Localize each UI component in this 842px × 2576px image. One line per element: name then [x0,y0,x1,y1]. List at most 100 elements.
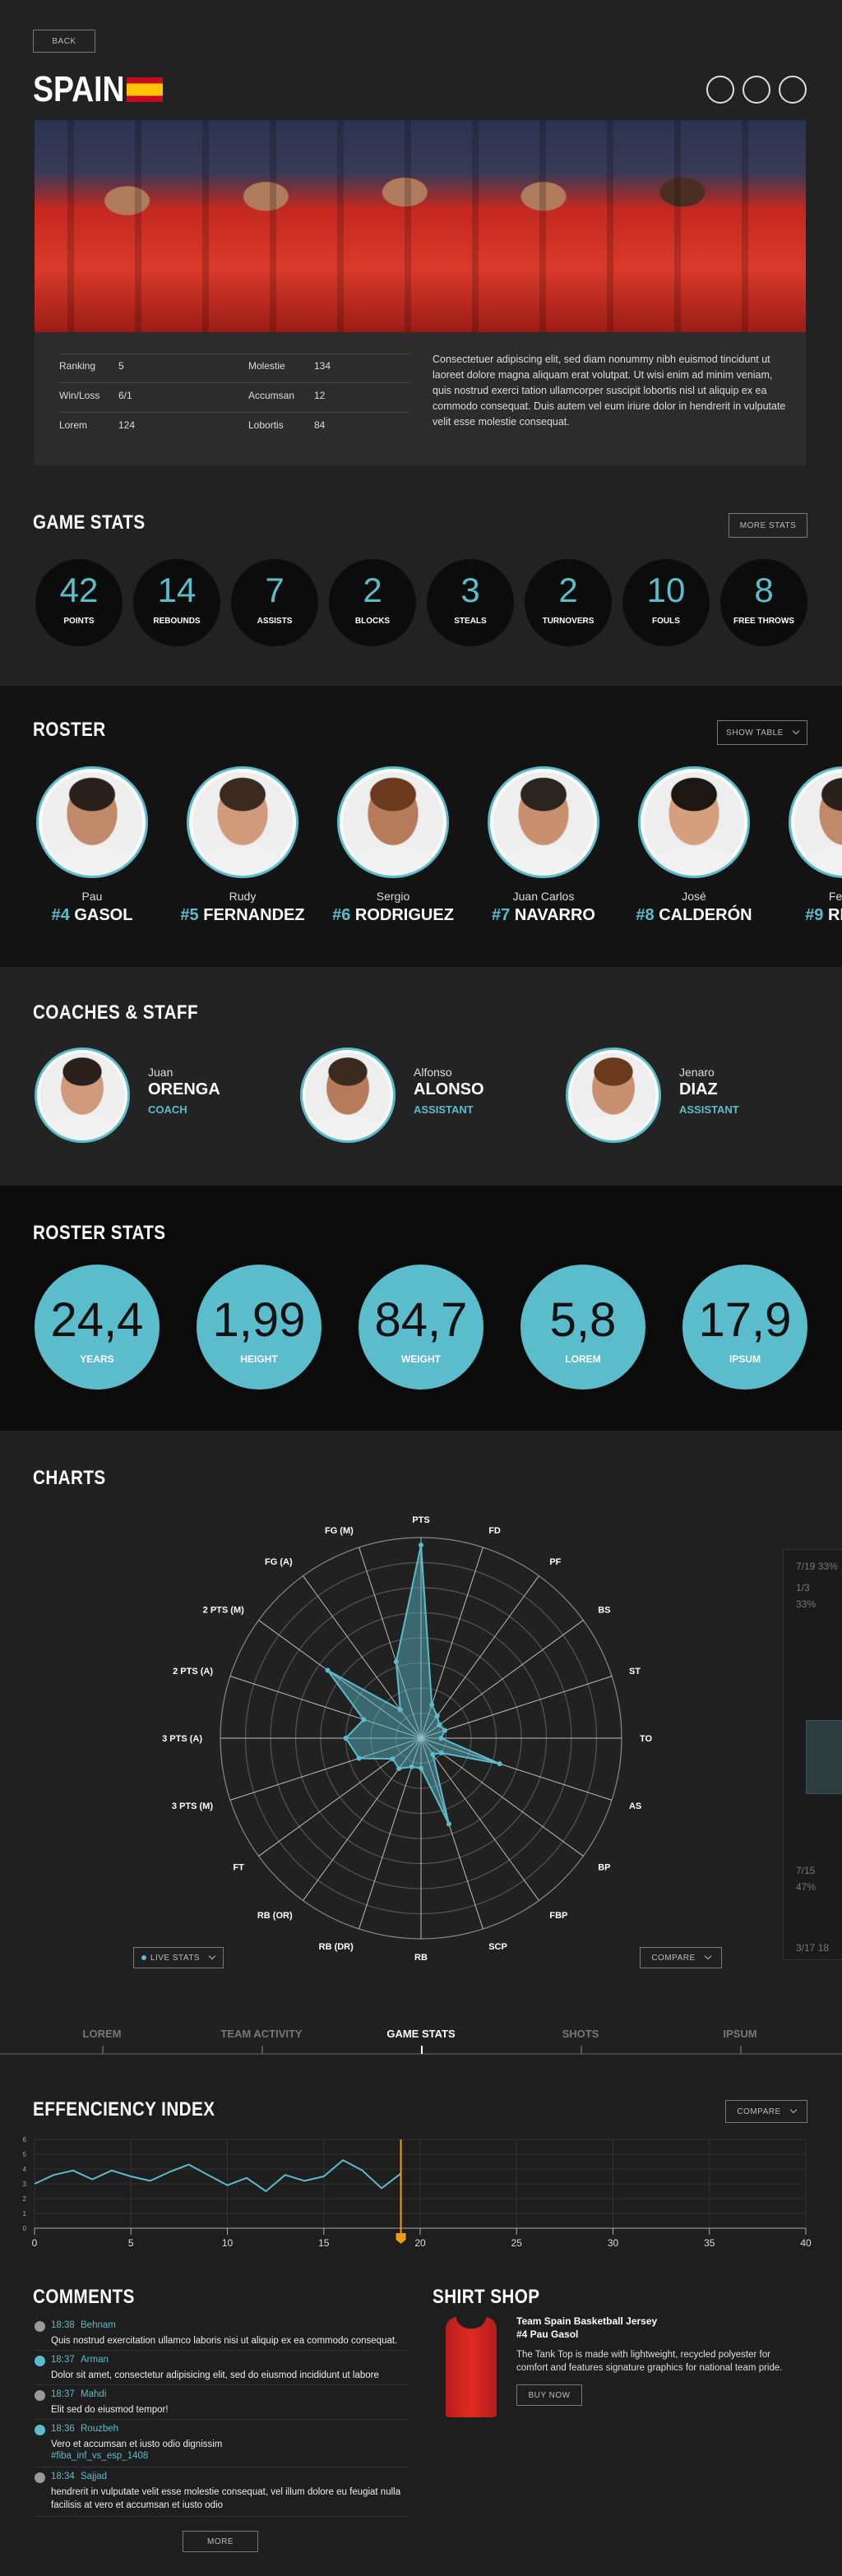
stat-label: ASSISTS [257,617,293,626]
info-label: Lobortis [248,419,284,431]
info-text: Consectetuer adipiscing elit, sed diam n… [433,354,786,428]
axis-label: BS [598,1606,610,1616]
spoke [303,1737,422,1901]
team-title: SPAIN [33,69,125,109]
portrait [36,766,148,878]
stat-label: FREE THROWS [733,617,794,626]
portrait [300,1048,396,1143]
spoke [229,1676,422,1739]
axis-label: 2 PTS (M) [203,1606,244,1616]
spoke [420,1737,613,1801]
player-name-row: #9 REYES [762,906,842,925]
comment-time: 18:37 [51,2355,75,2365]
tab[interactable]: SHOTS [562,2028,599,2040]
info-value: 134 [314,360,331,372]
player-last-name: NAVARRO [514,906,595,924]
info-divider [59,412,409,413]
tab[interactable]: IPSUM [723,2028,757,2040]
show-table-button[interactable]: SHOW TABLE [717,720,807,745]
roster-stat-circle [359,1265,483,1390]
product-description: The Tank Top is made with lightweight, r… [516,2350,783,2373]
comment-time: 18:34 [51,2472,75,2481]
spoke [420,1737,539,1901]
radar-point [343,1736,349,1741]
axis-label: FG (M) [325,1526,354,1536]
comment-text: Vero et accumsan et iusto odio dignissim [51,2440,223,2449]
tab[interactable]: LOREM [82,2028,122,2040]
coach-last-name: DIAZ [679,1080,718,1098]
y-tick-label: 2 [23,2195,27,2203]
social-facebook[interactable] [706,76,734,104]
comment-author: Arman [81,2355,109,2365]
stat-value: 3 [460,571,480,609]
social-twitter[interactable] [743,76,770,104]
section-heading: GAME STATS [33,511,146,534]
radar-point [396,1766,402,1772]
portrait [35,1048,130,1143]
roster-stat-label: IPSUM [729,1353,761,1365]
buy-button[interactable]: BUY NOW [516,2384,582,2406]
spoke [420,1620,584,1739]
roster-stat-circle [197,1265,322,1390]
compare-button[interactable]: COMPARE [640,1947,722,1968]
roster-stat-label: YEARS [80,1353,114,1365]
comment-icon [35,2321,45,2332]
comment-author: Sajjad [81,2472,107,2481]
comment-author: Rouzbeh [81,2424,119,2434]
roster-stat-value: 5,8 [549,1293,617,1347]
section-heading: CHARTS [33,1467,106,1489]
axis-label: TO [640,1734,653,1744]
axis-label: RB (OR) [257,1911,293,1921]
comment-divider [35,2350,408,2351]
side-panel-text: 47% [796,1881,817,1893]
roster-stat-circle [35,1265,160,1390]
player-last-name: CALDERÓN [659,906,752,924]
player-name-row: #6 RODRIGUEZ [311,906,475,925]
player-first-name: José [682,890,706,903]
product-player: #4 Pau Gasol [516,2329,579,2340]
player-last-name: REYES [828,906,842,924]
player-number: #9 [805,906,824,924]
player-last-name: FERNANDEZ [203,906,305,924]
x-tick-label: 25 [511,2237,523,2249]
section-bottom [0,2056,842,2576]
flag [127,77,163,102]
side-panel-text: 7/15 [796,1865,816,1876]
comment-hashtag: #fiba_inf_vs_esp_1408 [51,2451,149,2461]
back-button[interactable]: BACK [33,30,95,53]
player-number: #7 [492,906,511,924]
axis-label: 2 PTS (A) [173,1667,213,1676]
section-coaches [0,967,842,1186]
player-name-row: #5 FERNANDEZ [160,906,325,925]
player-number: #4 [51,906,70,924]
comment-icon [35,2472,45,2483]
portrait [566,1048,661,1143]
radar-point [419,1542,423,1548]
product-name: Team Spain Basketball Jersey [516,2315,658,2327]
more-stats-button[interactable]: MORE STATS [729,513,807,538]
portrait [488,766,599,878]
player-first-name: Sergio [376,890,410,903]
comment-divider [35,2384,408,2385]
coach-last-name: ALONSO [414,1080,484,1098]
tab-tick [102,2046,104,2054]
y-tick-label: 3 [23,2181,27,2188]
stat-circle [231,559,318,646]
comment-icon [35,2425,45,2435]
social-gallery[interactable] [779,76,807,104]
axis-label: SCP [488,1942,507,1952]
more-button[interactable]: MORE [183,2531,258,2552]
compare-button[interactable]: COMPARE [725,2100,807,2123]
info-value: 84 [314,419,326,431]
stat-circle [329,559,416,646]
stat-circle [35,559,123,646]
tab[interactable]: TEAM ACTIVITY [220,2028,303,2040]
axis-label: 3 PTS (M) [172,1801,213,1811]
section-heading: SHIRT SHOP [433,2286,540,2308]
tab[interactable]: GAME STATS [386,2028,456,2040]
roster-stat-value: 84,7 [374,1293,468,1347]
live-stats-button[interactable]: LIVE STATS [133,1947,224,1968]
spoke [258,1620,422,1739]
portrait [187,766,298,878]
radar-point [429,1702,435,1708]
